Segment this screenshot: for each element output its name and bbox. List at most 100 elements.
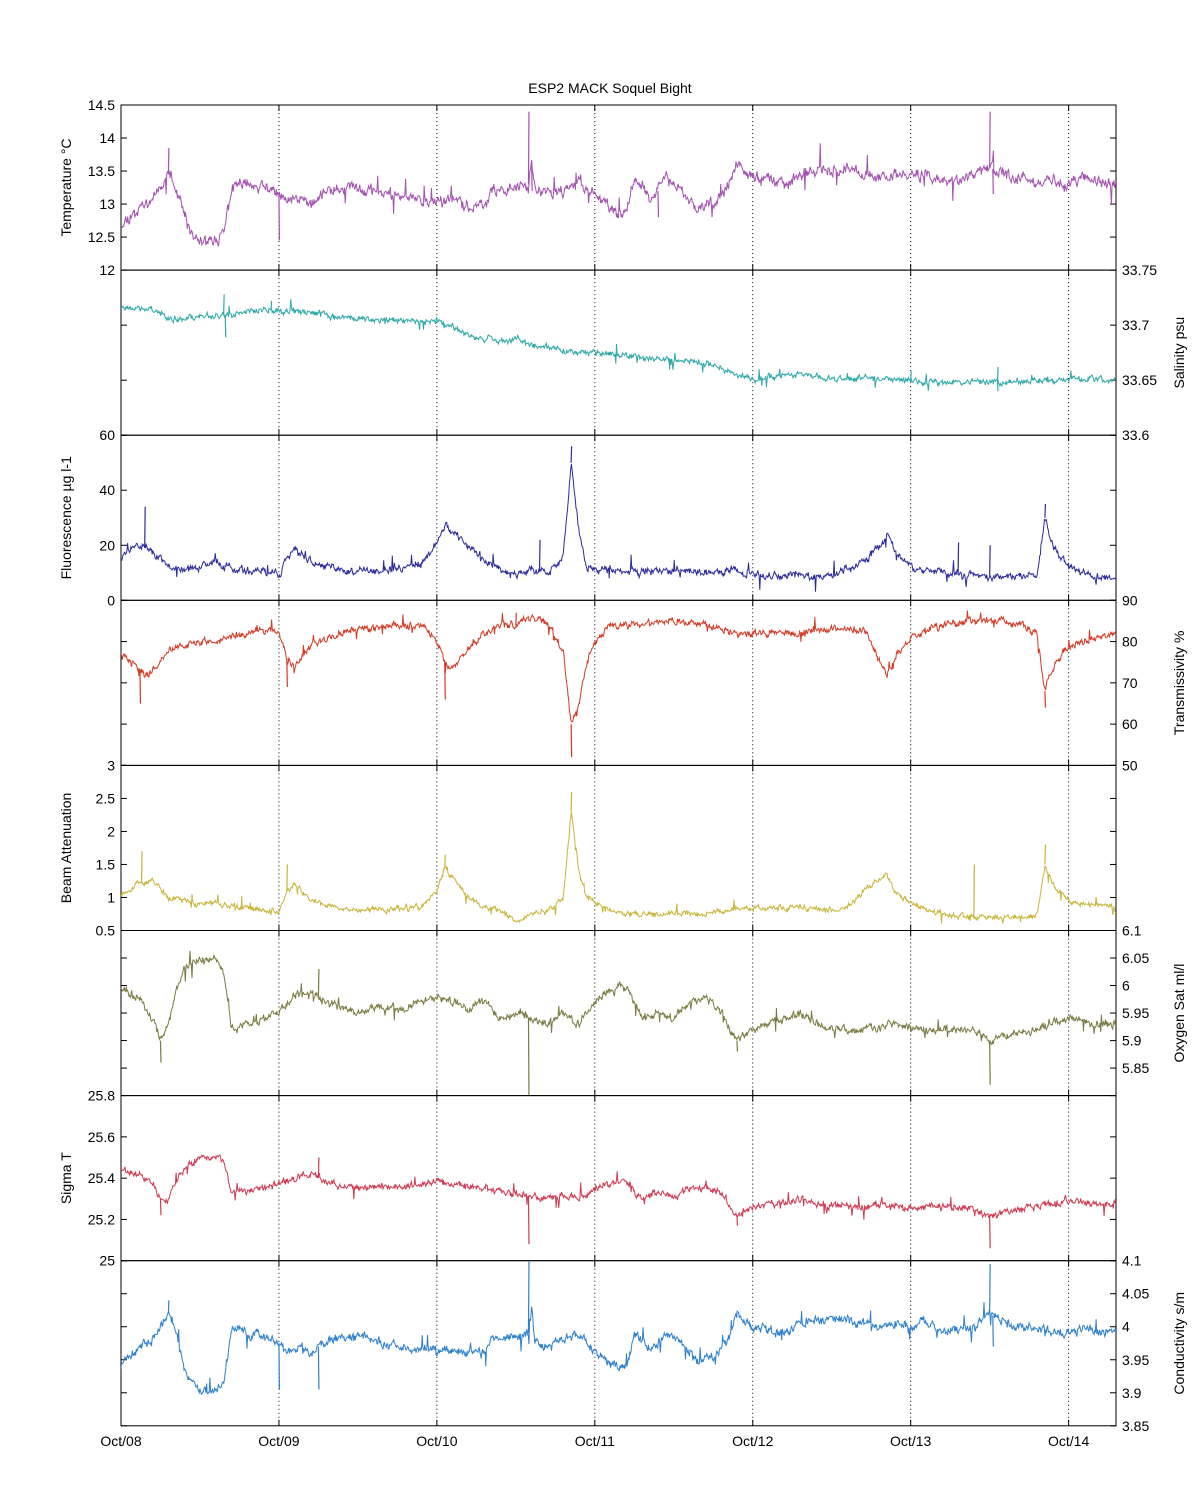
- y-tick-label: 33.7: [1122, 317, 1149, 333]
- series-spike: [317, 1346, 320, 1390]
- series-spike: [1044, 691, 1047, 708]
- series-spike: [736, 1040, 739, 1052]
- y-axis-label-beam-attenuation: Beam Attenuation: [58, 793, 74, 904]
- series-spike: [167, 147, 170, 175]
- y-tick-label: 25: [99, 1253, 115, 1269]
- y-tick-label: 33.65: [1122, 372, 1157, 388]
- series-spike: [957, 542, 960, 575]
- y-axis-label-oxygen-sat: Oxygen Sat ml/l: [1171, 964, 1187, 1063]
- series-spike: [989, 1040, 991, 1085]
- y-axis-label-transmissivity: Transmissivity %: [1171, 631, 1187, 736]
- y-tick-label: 3.85: [1122, 1418, 1149, 1434]
- panel-frame: [120, 1260, 1117, 1427]
- y-tick-label: 70: [1122, 675, 1138, 691]
- y-tick-label: 3: [107, 757, 115, 773]
- series-spike: [527, 1260, 530, 1334]
- series-spike: [989, 1263, 991, 1314]
- series-spike: [736, 1215, 739, 1226]
- y-tick-label: 6.1: [1122, 923, 1142, 939]
- y-tick-label: 12: [99, 262, 115, 278]
- y-axis-label-temperature: Temperature °C: [58, 138, 74, 236]
- series-spike: [278, 194, 281, 241]
- series-spike: [996, 366, 999, 383]
- y-tick-label: 3.9: [1122, 1385, 1142, 1401]
- y-tick-label: 25.4: [88, 1170, 115, 1186]
- series-spike: [270, 300, 273, 311]
- x-tick-label: Oct/10: [416, 1433, 457, 1449]
- series-spike: [167, 1300, 170, 1314]
- series-spike: [527, 111, 530, 185]
- y-axis-label-sigma-t: Sigma T: [58, 1152, 74, 1204]
- series-spike: [286, 658, 288, 687]
- series-spike: [973, 864, 975, 918]
- y-tick-label: 5.9: [1122, 1033, 1142, 1049]
- series-line-sigma-t: [121, 1154, 1116, 1220]
- series-line-oxygen-sat: [121, 950, 1116, 1045]
- series-line-conductivity: [121, 1302, 1116, 1395]
- y-tick-label: 0: [107, 592, 115, 608]
- y-tick-label: 5.95: [1122, 1005, 1149, 1021]
- series-line-beam-attenuation: [121, 811, 1116, 924]
- y-tick-label: 33.6: [1122, 427, 1149, 443]
- panel-conductivity: 3.85 3.9 3.95 4 4.05 4.1 Conductivity s/m: [120, 1253, 1187, 1434]
- series-spike: [1044, 844, 1047, 865]
- series-spike: [989, 1215, 991, 1249]
- y-tick-label: 5.85: [1122, 1060, 1149, 1076]
- series-spike: [159, 1198, 162, 1216]
- series-spike: [286, 864, 288, 891]
- series-spike: [989, 545, 991, 576]
- series-spike: [910, 371, 912, 381]
- y-tick-label: 0.5: [96, 923, 116, 939]
- y-tick-label: 14.5: [88, 97, 115, 113]
- x-tick-label: Oct/09: [258, 1433, 299, 1449]
- y-tick-label: 60: [99, 427, 115, 443]
- series-spike: [224, 314, 227, 338]
- y-axis-label-salinity: Salinity psu: [1171, 317, 1187, 389]
- y-tick-label: 6.05: [1122, 950, 1149, 966]
- y-tick-label: 6: [1122, 978, 1130, 994]
- series-spike: [531, 161, 533, 191]
- y-tick-label: 25.8: [88, 1088, 115, 1104]
- y-tick-label: 2: [107, 823, 115, 839]
- series-spike: [144, 506, 146, 549]
- y-tick-label: 80: [1122, 634, 1138, 650]
- y-tick-label: 4.1: [1122, 1253, 1142, 1269]
- y-tick-label: 25.6: [88, 1129, 115, 1145]
- series-line-fluorescence: [121, 464, 1116, 592]
- series-line-temperature: [121, 143, 1116, 247]
- y-tick-label: 4.05: [1122, 1286, 1149, 1302]
- y-tick-label: 90: [1122, 592, 1138, 608]
- y-tick-label: 12.5: [88, 229, 115, 245]
- y-tick-label: 40: [99, 482, 115, 498]
- y-tick-label: 2.5: [96, 790, 116, 806]
- series-spike: [527, 1017, 530, 1096]
- y-tick-label: 14: [99, 130, 115, 146]
- series-spike: [570, 446, 573, 463]
- series-spike: [570, 724, 573, 758]
- series-spike: [1044, 503, 1047, 518]
- series-spike: [527, 1195, 530, 1245]
- series-spike: [159, 1040, 162, 1063]
- panel-transmissivity: 50 60 70 80 90 Transmissivity %: [120, 592, 1187, 773]
- x-tick-label: Oct/11: [575, 1433, 615, 1449]
- series-spike: [992, 1315, 994, 1347]
- y-tick-label: 13.5: [88, 163, 115, 179]
- series-spike: [444, 854, 446, 868]
- series-spike: [657, 190, 660, 218]
- chart-title: ESP2 MACK Soquel Bight: [528, 80, 692, 96]
- x-tick-label: Oct/13: [890, 1433, 931, 1449]
- y-tick-label: 60: [1122, 716, 1138, 732]
- y-axis-label-conductivity: Conductivity s/m: [1171, 1292, 1187, 1395]
- y-tick-label: 1.5: [96, 856, 116, 872]
- series-spike: [223, 294, 225, 315]
- y-tick-label: 20: [99, 537, 115, 553]
- series-spike: [989, 111, 991, 168]
- x-tick-label: Oct/08: [100, 1433, 141, 1449]
- series-spike: [996, 382, 999, 392]
- series-spike: [515, 612, 517, 626]
- panel-fluorescence: 0 20 40 60 Fluorescence µg l-1: [58, 427, 1117, 608]
- series-spike: [278, 1343, 281, 1390]
